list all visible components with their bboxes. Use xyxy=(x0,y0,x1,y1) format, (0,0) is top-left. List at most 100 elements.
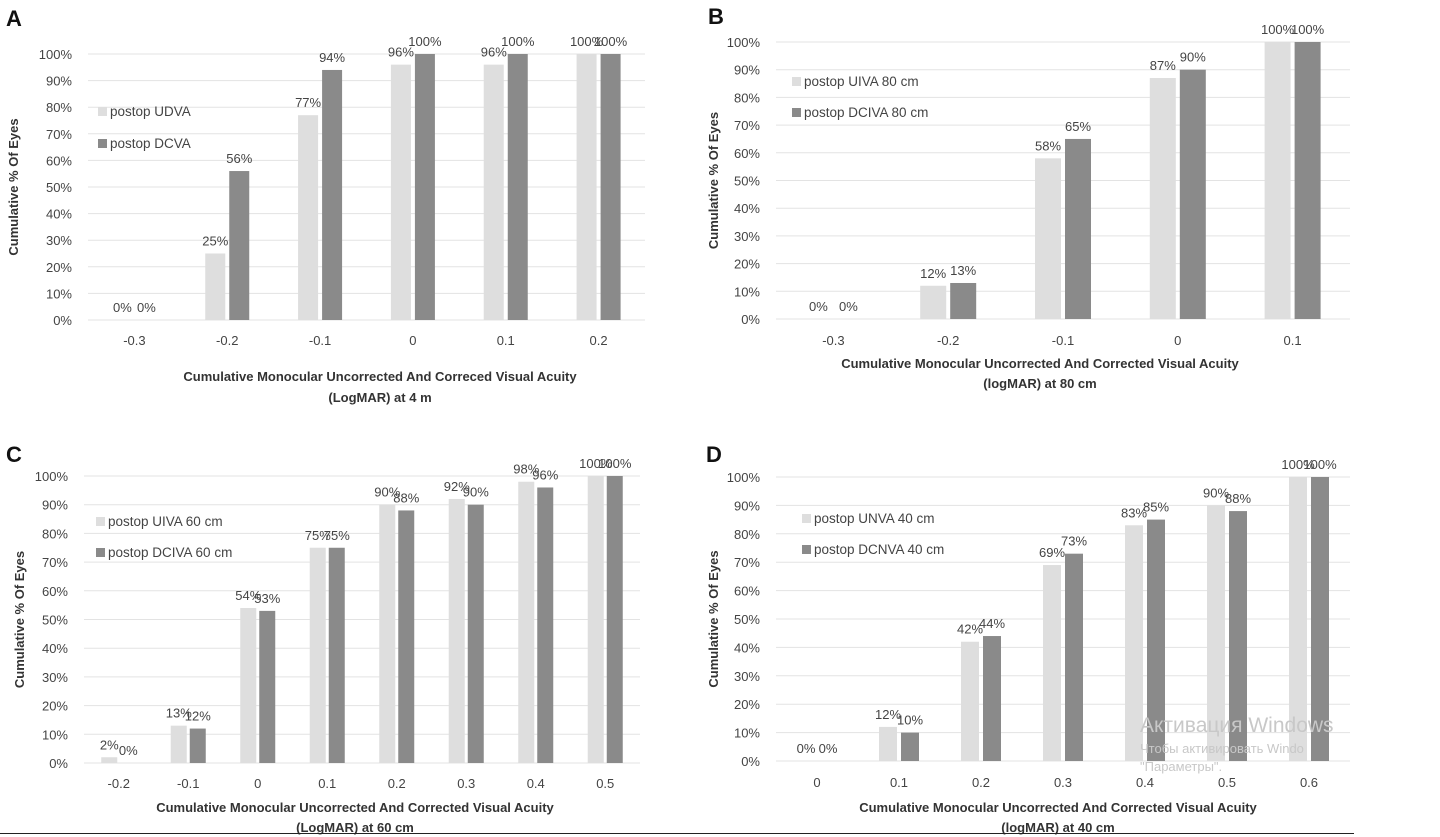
legend-swatch xyxy=(96,517,105,526)
y-tick-label: 70% xyxy=(42,555,68,570)
x-tick-label: 0.4 xyxy=(1136,775,1154,790)
x-tick-label: 0.1 xyxy=(318,776,336,791)
y-tick-label: 50% xyxy=(42,613,68,628)
watermark-title: Активация Windows xyxy=(1140,714,1334,737)
bar-series-1 xyxy=(576,54,597,320)
x-tick-label: 0.4 xyxy=(527,776,545,791)
bottom-border-line xyxy=(0,833,1354,834)
data-label-series-1: 0% xyxy=(809,299,828,314)
x-tick-label: 0.1 xyxy=(1284,333,1302,348)
bar-series-2 xyxy=(606,476,623,763)
y-tick-label: 70% xyxy=(734,555,760,570)
x-axis-label-line-1: Cumulative Monocular Uncorrected And Cor… xyxy=(156,800,554,815)
data-label-series-1: 96% xyxy=(481,45,507,60)
bar-series-2 xyxy=(950,282,977,319)
bar-series-1 xyxy=(298,115,319,321)
y-axis-label: Cumulative % Of Eyes xyxy=(706,550,721,687)
data-label-series-1: 58% xyxy=(1035,138,1061,153)
data-label-series-2: 10% xyxy=(897,713,923,728)
data-label-series-2: 56% xyxy=(226,151,252,166)
bar-series-2 xyxy=(1229,511,1247,761)
chart-panel-d: D 0% 10% 20% 30% 40% 50% 60% 70% 80% 90% 100% Cumula… xyxy=(700,432,1354,837)
watermark-line-3: "Параметры". xyxy=(1140,758,1223,774)
data-label-series-2: 100% xyxy=(1303,457,1337,472)
data-label-series-2: 0% xyxy=(819,741,838,756)
data-label-series-2: 88% xyxy=(1225,491,1251,506)
x-axis-label-line-2: (LogMAR) at 4 m xyxy=(328,390,431,405)
x-tick-label: 0.3 xyxy=(457,776,475,791)
legend-label: postop DCIVA 60 cm xyxy=(108,545,232,560)
chart-panel-b: B 0% 10% 20% 30% 40% 50% 60% 70% 80% 90% 100% Cumula… xyxy=(700,0,1354,410)
data-label-series-2: 100% xyxy=(1291,22,1325,37)
y-tick-label: 30% xyxy=(46,233,72,248)
y-tick-label: 0% xyxy=(741,754,760,769)
bar-series-1 xyxy=(1207,505,1225,761)
data-label-series-1: 69% xyxy=(1039,545,1065,560)
x-axis-label-line-1: Cumulative Monocular Uncorrected And Cor… xyxy=(183,369,577,384)
data-label-series-1: 2% xyxy=(100,737,119,752)
y-tick-label: 100% xyxy=(35,469,69,484)
legend-swatch xyxy=(98,107,107,116)
data-label-series-1: 100% xyxy=(579,456,613,471)
y-tick-label: 50% xyxy=(46,180,72,195)
bar-series-1 xyxy=(879,726,897,761)
bar-series-1 xyxy=(170,725,187,763)
data-label-series-1: 98% xyxy=(513,462,539,477)
data-label-series-1: 87% xyxy=(1150,58,1176,73)
data-label-series-1: 12% xyxy=(920,266,946,281)
y-tick-label: 90% xyxy=(734,498,760,513)
bar-series-2 xyxy=(328,547,345,763)
bar-series-1 xyxy=(1289,477,1307,761)
panel-letter: B xyxy=(708,4,724,29)
bar-series-2 xyxy=(414,54,435,320)
y-tick-label: 80% xyxy=(46,100,72,115)
bar-series-1 xyxy=(587,476,604,763)
x-axis-label-line-1: Cumulative Monocular Uncorrected And Cor… xyxy=(859,800,1257,815)
bar-series-2 xyxy=(1065,553,1083,761)
data-label-series-1: 100% xyxy=(570,34,604,49)
chart-c-svg: C 0% 10% 20% 30% 40% 50% 60% 70% 80% 90% 100% Cumula… xyxy=(6,442,640,835)
y-tick-label: 60% xyxy=(42,584,68,599)
y-tick-label: 30% xyxy=(734,229,760,244)
legend-swatch xyxy=(96,548,105,557)
x-tick-label: -0.1 xyxy=(177,776,199,791)
data-label-series-1: 90% xyxy=(1203,485,1229,500)
data-label-series-2: 100% xyxy=(408,34,442,49)
data-label-series-2: 100% xyxy=(501,34,535,49)
data-label-series-2: 53% xyxy=(254,591,280,606)
y-tick-label: 10% xyxy=(734,726,760,741)
data-label-series-2: 75% xyxy=(324,528,350,543)
x-axis-label-line-1: Cumulative Monocular Uncorrected And Cor… xyxy=(841,356,1239,371)
y-tick-label: 20% xyxy=(734,257,760,272)
data-label-series-2: 0% xyxy=(137,300,156,315)
y-tick-label: 60% xyxy=(734,146,760,161)
chart-panel-c: C 0% 10% 20% 30% 40% 50% 60% 70% 80% 90% 100% Cumula… xyxy=(0,432,700,837)
chart-b-svg: B 0% 10% 20% 30% 40% 50% 60% 70% 80% 90% 100% Cumula… xyxy=(706,4,1350,391)
x-tick-label: 0.6 xyxy=(1300,775,1318,790)
x-tick-label: 0.1 xyxy=(890,775,908,790)
data-label-series-2: 94% xyxy=(319,50,345,65)
x-tick-label: -0.1 xyxy=(1052,333,1074,348)
bar-series-1 xyxy=(1043,565,1061,761)
right-blank-strip xyxy=(1354,0,1440,837)
chart-panel-a: A 0% 10% 20% 30% 40% 50% 60% 70% 80% 90% 100% Cumula… xyxy=(0,0,700,410)
y-tick-label: 90% xyxy=(734,63,760,78)
bar-series-2 xyxy=(259,610,276,763)
y-tick-label: 40% xyxy=(42,641,68,656)
y-tick-label: 90% xyxy=(46,74,72,89)
bar-series-2 xyxy=(983,636,1001,761)
y-tick-label: 60% xyxy=(734,584,760,599)
legend-swatch xyxy=(792,108,801,117)
bar-series-2 xyxy=(467,504,484,763)
y-tick-label: 60% xyxy=(46,153,72,168)
x-axis-label-line-2: (LogMAR) at 60 cm xyxy=(296,820,414,835)
y-tick-label: 80% xyxy=(734,90,760,105)
legend-label: postop DCIVA 80 cm xyxy=(804,105,928,120)
legend-swatch xyxy=(792,77,801,86)
y-tick-label: 0% xyxy=(741,312,760,327)
data-label-series-2: 100% xyxy=(594,34,628,49)
data-label-series-1: 0% xyxy=(797,741,816,756)
bar-series-1 xyxy=(101,757,118,763)
data-label-series-2: 13% xyxy=(950,263,976,278)
data-label-series-2: 44% xyxy=(979,616,1005,631)
